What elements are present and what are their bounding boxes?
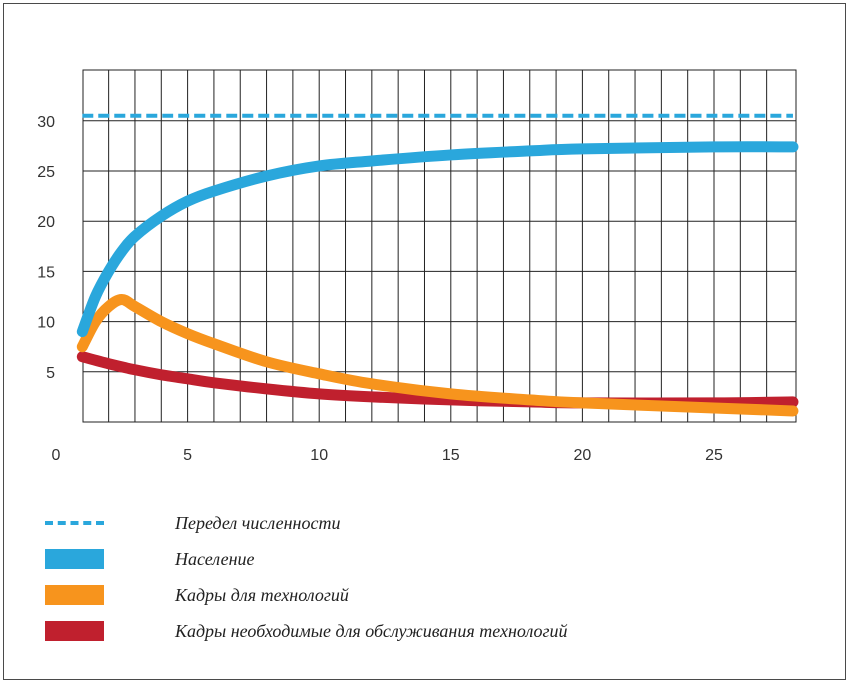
legend-swatch-service-staff xyxy=(45,621,104,641)
x-tick-label: 20 xyxy=(574,447,592,464)
y-tick-label: 30 xyxy=(37,114,55,131)
x-tick-label: 0 xyxy=(52,447,61,464)
y-tick-label: 25 xyxy=(37,164,55,181)
plot-border xyxy=(82,69,797,423)
legend-item-tech-staff: Кадры для технологий xyxy=(45,577,568,613)
series-line-1 xyxy=(76,141,799,338)
x-tick-label: 10 xyxy=(310,447,328,464)
legend-label-tech-staff: Кадры для технологий xyxy=(175,584,349,605)
legend-swatch-tech-staff xyxy=(45,585,104,605)
y-tick-label: 10 xyxy=(37,315,55,332)
x-tick-label: 25 xyxy=(705,447,723,464)
legend-swatch-population xyxy=(45,549,104,569)
y-tick-label: 5 xyxy=(46,365,55,382)
legend-item-population: Население xyxy=(45,541,568,577)
x-tick-label: 15 xyxy=(442,447,460,464)
legend-label-limit: Передел численности xyxy=(175,512,341,533)
x-tick-label: 5 xyxy=(183,447,192,464)
legend-item-service-staff: Кадры необходимые для обслуживания техно… xyxy=(45,613,568,649)
legend-item-limit: Передел численности xyxy=(45,505,568,541)
legend-label-service-staff: Кадры необходимые для обслуживания техно… xyxy=(175,620,568,641)
legend: Передел численности Население Кадры для … xyxy=(45,505,568,649)
y-tick-label: 15 xyxy=(37,264,55,281)
series-group xyxy=(76,113,799,417)
series-line-2 xyxy=(76,294,799,417)
y-axis-ticks: 5 10 15 20 25 30 xyxy=(37,114,55,382)
x-axis-ticks: 0 5 10 15 20 25 xyxy=(52,447,723,464)
legend-swatch-limit xyxy=(45,521,104,525)
y-tick-label: 20 xyxy=(37,214,55,231)
legend-label-population: Население xyxy=(175,548,255,569)
grid xyxy=(82,69,797,423)
